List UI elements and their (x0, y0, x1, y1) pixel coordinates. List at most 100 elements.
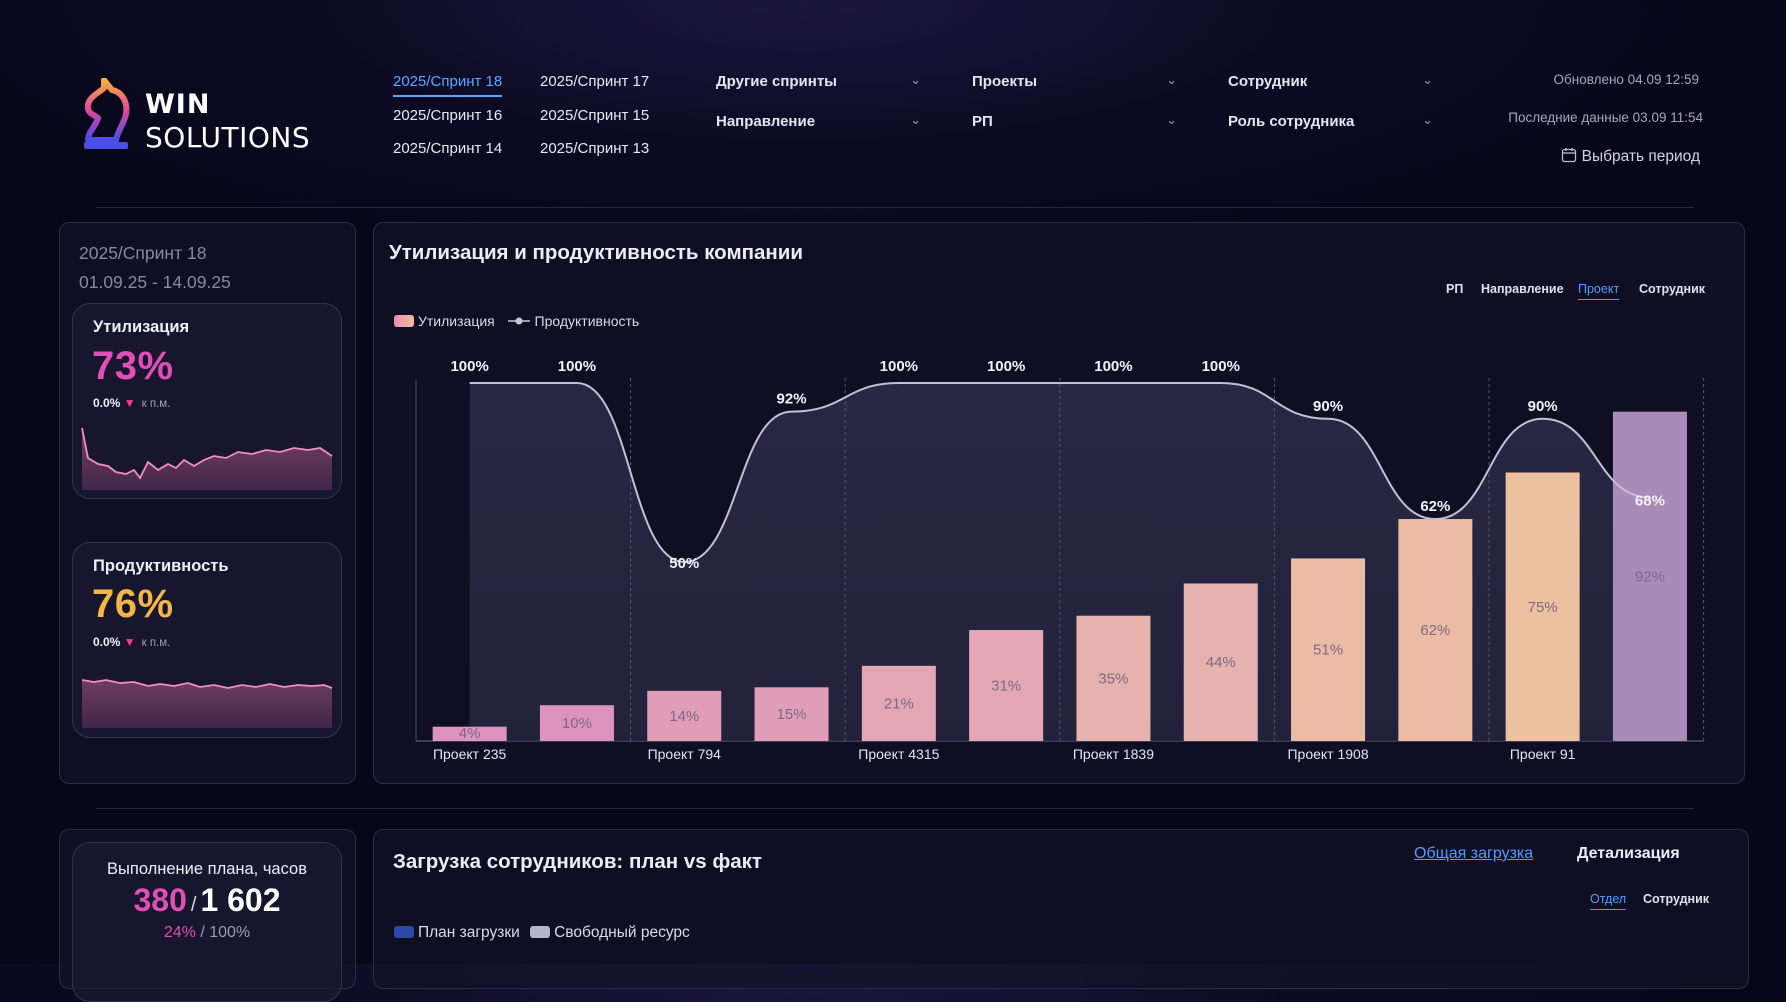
sprint-tab-18[interactable]: 2025/Спринт 18 (393, 73, 503, 97)
utilization-productivity-chart: 4% 10% 14% 15% 21% 31% 35% 44% 51% 62% 75% 92% 100%… (415, 358, 1705, 762)
utilization-value: 73% (92, 344, 174, 388)
productivity-point-label: 100% (880, 358, 918, 375)
direction-dropdown[interactable]: Направление ⌄ (716, 112, 921, 130)
summary-sprint: 2025/Спринт 18 (79, 243, 207, 263)
productivity-point-label: 100% (1202, 358, 1240, 375)
utilization-bar-label: 51% (1313, 642, 1343, 659)
sprint-tab-17[interactable]: 2025/Спринт 17 (540, 73, 650, 90)
productivity-point-label: 100% (558, 358, 596, 375)
utilization-bar[interactable] (861, 665, 936, 741)
legend-plan-label: План загрузки (418, 924, 520, 941)
employee-dropdown[interactable]: Сотрудник ⌄ (1228, 72, 1433, 90)
utilization-bar-label: 15% (777, 706, 807, 723)
utilization-bar[interactable] (1398, 519, 1473, 741)
utilization-bar[interactable] (539, 705, 614, 741)
plan-pct-total: / 100% (200, 924, 251, 941)
productivity-point-label: 100% (987, 358, 1025, 375)
workload-legend: План загрузки Свободный ресурс (394, 924, 690, 942)
legend-utilization-swatch (394, 315, 414, 327)
projects-label: Проекты (972, 73, 1038, 90)
legend-productivity-label: Продуктивность (534, 313, 640, 329)
other-sprints-dropdown[interactable]: Другие спринты ⌄ (716, 72, 921, 90)
productivity-point-label: 50% (669, 555, 699, 572)
utilization-bar-label: 21% (884, 695, 914, 712)
choose-period-label: Выбрать период (1581, 148, 1700, 165)
summary-dates: 01.09.25 - 14.09.25 (79, 272, 231, 292)
direction-label: Направление (716, 113, 816, 130)
utilization-delta: 0.0% ▼ к п.м. (93, 396, 170, 410)
productivity-delta: 0.0% ▼ к п.м. (93, 635, 170, 649)
chevron-down-icon: ⌄ (910, 72, 921, 87)
workload-title: Загрузка сотрудников: план vs факт (393, 850, 762, 873)
sprint-tab-14[interactable]: 2025/Спринт 14 (393, 140, 503, 157)
utilization-bar[interactable] (1505, 472, 1580, 742)
productivity-point-label: 90% (1528, 398, 1558, 415)
utilization-chart-title: Утилизация и продуктивность компании (389, 241, 803, 264)
workload-panel (373, 829, 1749, 989)
utilization-bar[interactable] (754, 687, 829, 741)
section-divider (96, 808, 1694, 809)
utilization-bar[interactable] (432, 726, 507, 741)
legend-free-label: Свободный ресурс (554, 924, 690, 941)
employee-role-dropdown[interactable]: Роль сотрудника ⌄ (1228, 112, 1433, 130)
sprint-tab-15[interactable]: 2025/Спринт 15 (540, 107, 650, 124)
productivity-point-label: 62% (1420, 498, 1450, 515)
utilization-bar-label: 92% (1635, 568, 1665, 585)
utilization-delta-label: к п.м. (141, 398, 171, 410)
productivity-delta-value: 0.0% (93, 635, 121, 649)
brand-name: WIN SOLUTIONS (145, 88, 310, 154)
utilization-bar[interactable] (1076, 615, 1151, 741)
productivity-area (469, 383, 1650, 741)
plan-done: 380 (133, 882, 187, 918)
utilization-bar[interactable] (1291, 558, 1366, 741)
employee-role-label: Роль сотрудника (1228, 113, 1355, 130)
calendar-icon (1561, 148, 1576, 163)
pm-label: РП (972, 113, 993, 130)
choose-period-button[interactable]: Выбрать период (1561, 147, 1700, 166)
productivity-sparkline (81, 679, 333, 728)
chevron-down-icon: ⌄ (1166, 112, 1177, 127)
x-axis-tick-label: Проект 794 (648, 746, 722, 762)
projects-dropdown[interactable]: Проекты ⌄ (972, 72, 1177, 90)
tab-direction[interactable]: Направление (1481, 282, 1564, 296)
legend-utilization-label: Утилизация (418, 313, 495, 329)
x-axis-tick-label: Проект 235 (433, 746, 507, 762)
chart-legend: Утилизация Продуктивность (394, 313, 639, 329)
last-data-at: Последние данные 03.09 11:54 (1508, 110, 1703, 125)
productivity-delta-label: к п.м. (141, 637, 171, 649)
utilization-bar[interactable] (647, 690, 722, 741)
productivity-line (469, 382, 1650, 564)
utilization-bar-label: 44% (1206, 654, 1236, 671)
utilization-bar-label: 10% (562, 715, 592, 732)
updated-at: Обновлено 04.09 12:59 (1553, 72, 1699, 87)
tab-project[interactable]: Проект (1578, 282, 1620, 300)
utilization-bar[interactable] (969, 630, 1044, 741)
plan-total: 1 602 (200, 882, 281, 918)
utilization-bar-label: 75% (1528, 599, 1558, 616)
brand-line2: SOLUTIONS (145, 121, 311, 154)
x-axis-tick-label: Проект 1839 (1073, 746, 1154, 762)
tab-pm[interactable]: РП (1446, 282, 1464, 296)
total-workload-link[interactable]: Общая загрузка (1414, 845, 1534, 862)
utilization-delta-value: 0.0% (93, 396, 121, 410)
utilization-bar[interactable] (1183, 583, 1258, 741)
legend-free-swatch (530, 926, 551, 938)
sprint-tab-13[interactable]: 2025/Спринт 13 (540, 140, 650, 157)
chevron-down-icon: ⌄ (910, 112, 921, 127)
utilization-bar-label: 35% (1098, 670, 1128, 687)
utilization-bar-label: 31% (991, 678, 1021, 695)
tab-department[interactable]: Отдел (1590, 892, 1627, 910)
tab-workload-employee[interactable]: Сотрудник (1643, 892, 1710, 906)
sprint-tab-16[interactable]: 2025/Спринт 16 (393, 107, 503, 124)
detail-tab[interactable]: Детализация (1577, 845, 1680, 862)
tab-employee[interactable]: Сотрудник (1639, 282, 1706, 296)
utilization-bar[interactable] (1612, 411, 1687, 741)
employee-label: Сотрудник (1228, 73, 1308, 90)
pm-dropdown[interactable]: РП ⌄ (972, 112, 1177, 130)
x-axis-tick-label: Проект 4315 (858, 746, 939, 762)
productivity-point-label: 100% (1094, 358, 1132, 375)
productivity-point-label: 90% (1313, 398, 1343, 415)
win-solutions-logo-icon (84, 78, 130, 149)
header-divider (96, 207, 1694, 208)
chevron-down-icon: ⌄ (1422, 112, 1433, 127)
